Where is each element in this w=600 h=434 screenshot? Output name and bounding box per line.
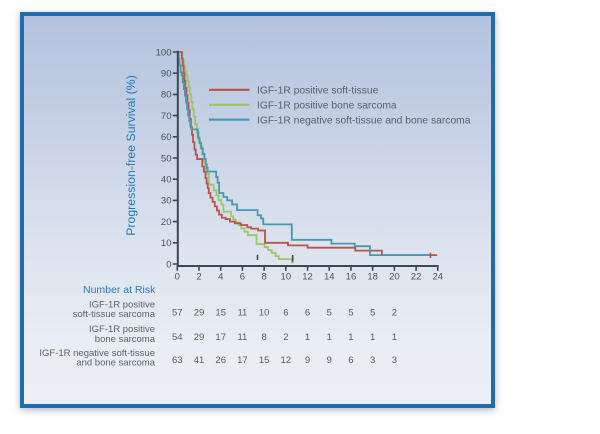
svg-text:6: 6 — [240, 272, 245, 283]
svg-text:10: 10 — [259, 307, 270, 318]
svg-text:70: 70 — [161, 111, 172, 122]
svg-text:16: 16 — [346, 272, 357, 283]
svg-text:20: 20 — [161, 217, 172, 228]
svg-text:22: 22 — [411, 272, 422, 283]
svg-text:Progression-free Survival (%): Progression-free Survival (%) — [124, 75, 138, 236]
svg-text:17: 17 — [237, 355, 248, 366]
svg-text:bone sarcoma: bone sarcoma — [95, 334, 156, 345]
svg-text:14: 14 — [324, 272, 335, 283]
svg-text:15: 15 — [259, 355, 270, 366]
svg-text:IGF-1R negative soft-tissue: IGF-1R negative soft-tissue — [39, 348, 155, 359]
svg-text:24: 24 — [433, 272, 444, 283]
svg-text:6: 6 — [348, 355, 353, 366]
svg-text:3: 3 — [392, 355, 397, 366]
svg-text:54: 54 — [172, 332, 183, 343]
svg-text:41: 41 — [194, 355, 205, 366]
svg-text:40: 40 — [161, 175, 172, 186]
svg-text:10: 10 — [161, 238, 172, 249]
svg-text:2: 2 — [196, 272, 201, 283]
svg-text:15: 15 — [215, 307, 226, 318]
svg-text:0: 0 — [175, 272, 180, 283]
svg-text:8: 8 — [261, 332, 266, 343]
svg-text:1: 1 — [327, 332, 332, 343]
svg-text:20: 20 — [389, 272, 400, 283]
svg-text:1: 1 — [305, 332, 310, 343]
svg-text:18: 18 — [367, 272, 378, 283]
svg-text:29: 29 — [194, 307, 205, 318]
svg-text:12: 12 — [281, 355, 292, 366]
svg-text:IGF-1R negative soft-tissue an: IGF-1R negative soft-tissue and bone sar… — [257, 115, 471, 126]
svg-text:60: 60 — [161, 132, 172, 143]
svg-text:2: 2 — [283, 332, 288, 343]
svg-text:3: 3 — [370, 355, 375, 366]
svg-text:26: 26 — [215, 355, 226, 366]
svg-text:17: 17 — [215, 332, 226, 343]
svg-text:8: 8 — [261, 272, 266, 283]
svg-text:IGF-1R positive: IGF-1R positive — [89, 324, 155, 335]
svg-text:90: 90 — [161, 69, 172, 80]
svg-text:6: 6 — [283, 307, 288, 318]
svg-text:12: 12 — [302, 272, 313, 283]
svg-text:9: 9 — [305, 355, 310, 366]
svg-text:2: 2 — [392, 307, 397, 318]
svg-text:11: 11 — [237, 307, 247, 318]
svg-text:10: 10 — [281, 272, 292, 283]
svg-text:5: 5 — [327, 307, 332, 318]
svg-text:30: 30 — [161, 196, 172, 207]
svg-text:100: 100 — [156, 47, 172, 58]
svg-text:63: 63 — [172, 355, 183, 366]
svg-text:6: 6 — [305, 307, 310, 318]
svg-text:50: 50 — [161, 153, 172, 164]
svg-text:4: 4 — [218, 272, 223, 283]
svg-text:IGF-1R positive soft-tissue: IGF-1R positive soft-tissue — [257, 86, 379, 97]
svg-text:5: 5 — [370, 307, 375, 318]
svg-text:11: 11 — [237, 332, 247, 343]
svg-text:and bone sarcoma: and bone sarcoma — [76, 358, 155, 369]
svg-text:IGF-1R positive bone sarcoma: IGF-1R positive bone sarcoma — [257, 101, 397, 112]
svg-text:1: 1 — [348, 332, 353, 343]
svg-text:5: 5 — [348, 307, 353, 318]
svg-text:1: 1 — [370, 332, 375, 343]
svg-text:Number at Risk: Number at Risk — [83, 284, 156, 296]
svg-text:0: 0 — [166, 259, 171, 270]
svg-text:80: 80 — [161, 90, 172, 101]
svg-text:57: 57 — [172, 307, 183, 318]
svg-text:29: 29 — [194, 332, 205, 343]
svg-text:1: 1 — [392, 332, 397, 343]
svg-text:9: 9 — [327, 355, 332, 366]
svg-text:IGF-1R positive: IGF-1R positive — [89, 299, 155, 310]
svg-text:soft-tissue sarcoma: soft-tissue sarcoma — [73, 309, 156, 320]
